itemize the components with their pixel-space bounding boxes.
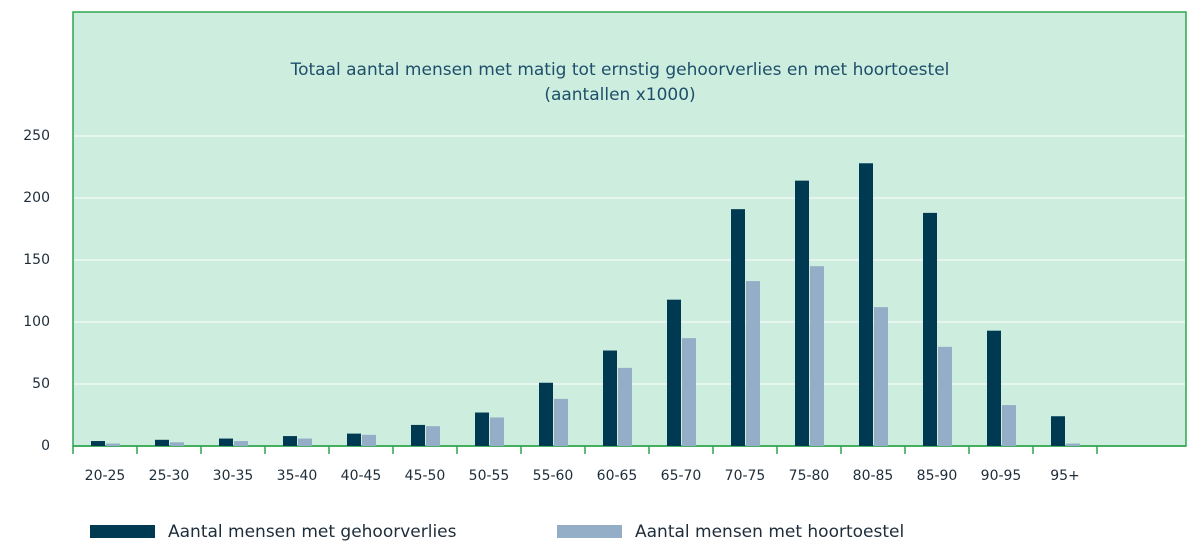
bar — [234, 441, 248, 446]
y-tick-label: 100 — [23, 314, 50, 330]
x-tick-label: 70-75 — [725, 468, 766, 484]
x-tick-label: 80-85 — [853, 468, 894, 484]
bar — [810, 266, 824, 446]
x-tick-label: 50-55 — [469, 468, 510, 484]
legend-label: Aantal mensen met gehoorverlies — [168, 522, 457, 542]
bar — [1051, 416, 1065, 446]
bar — [603, 350, 617, 446]
bar — [283, 436, 297, 446]
x-tick-label: 95+ — [1050, 468, 1080, 484]
x-tick-label: 35-40 — [277, 468, 318, 484]
bar — [859, 163, 873, 446]
y-tick-label: 50 — [32, 376, 50, 392]
bar — [539, 382, 553, 446]
bar — [1002, 405, 1016, 446]
bar — [1066, 443, 1080, 446]
bar — [938, 346, 952, 446]
bar — [667, 299, 681, 446]
x-tick-label: 30-35 — [213, 468, 254, 484]
y-tick-label: 250 — [23, 128, 50, 144]
bar — [618, 367, 632, 446]
bar — [106, 443, 120, 446]
bar — [475, 412, 489, 446]
y-tick-label: 150 — [23, 252, 50, 268]
x-tick-label: 25-30 — [149, 468, 190, 484]
bar — [298, 438, 312, 446]
chart-title: Totaal aantal mensen met matig tot ernst… — [290, 60, 950, 80]
bar — [682, 338, 696, 446]
bar — [411, 424, 425, 446]
x-tick-label: 40-45 — [341, 468, 382, 484]
x-tick-label: 45-50 — [405, 468, 446, 484]
x-tick-label: 90-95 — [981, 468, 1022, 484]
bar — [170, 442, 184, 446]
bar — [155, 439, 169, 446]
bar — [987, 330, 1001, 446]
bar — [874, 307, 888, 446]
legend-label: Aantal mensen met hoortoestel — [635, 522, 904, 542]
x-tick-label: 60-65 — [597, 468, 638, 484]
x-tick-label: 65-70 — [661, 468, 702, 484]
legend-swatch — [90, 525, 155, 538]
x-tick-label: 75-80 — [789, 468, 830, 484]
bar — [554, 398, 568, 446]
y-tick-label: 200 — [23, 190, 50, 206]
bar — [923, 212, 937, 446]
bar — [91, 441, 105, 446]
bar — [490, 417, 504, 446]
bar — [731, 209, 745, 446]
bar — [347, 433, 361, 446]
x-tick-label: 85-90 — [917, 468, 958, 484]
bar — [426, 426, 440, 446]
bar — [219, 438, 233, 446]
x-tick-label: 55-60 — [533, 468, 574, 484]
x-tick-label: 20-25 — [85, 468, 126, 484]
bar — [746, 281, 760, 446]
bar — [795, 180, 809, 446]
bar — [362, 434, 376, 446]
y-tick-label: 0 — [41, 438, 50, 454]
legend-swatch — [557, 525, 622, 538]
chart-subtitle: (aantallen x1000) — [544, 85, 695, 105]
